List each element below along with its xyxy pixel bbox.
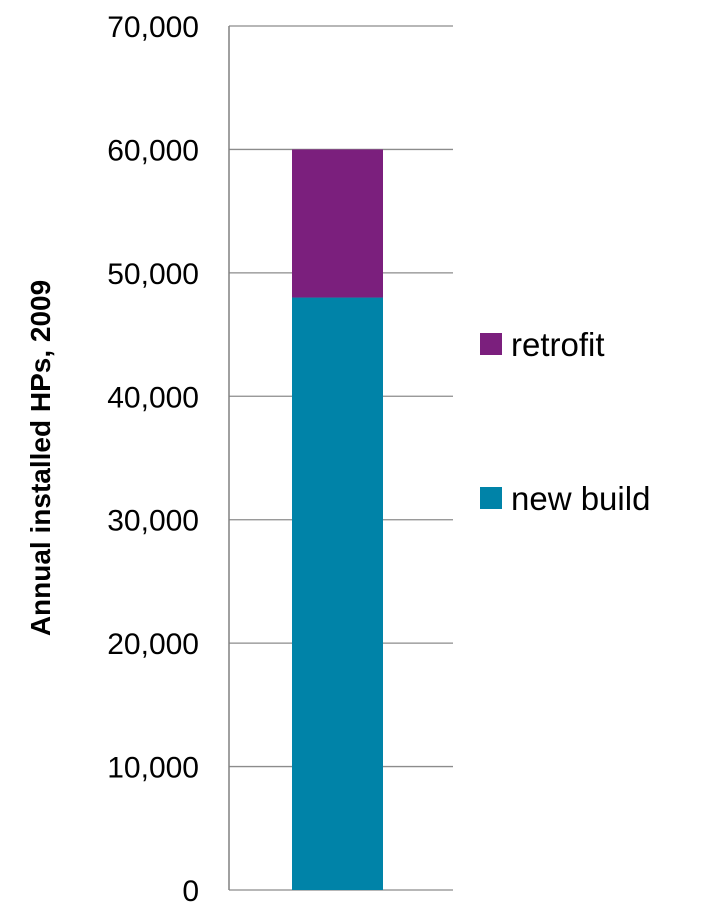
legend-swatch-retrofit	[480, 333, 502, 355]
bar-segment-new-build	[292, 297, 383, 890]
legend-swatch-new-build	[480, 487, 502, 509]
legend-label-retrofit: retrofit	[511, 326, 605, 363]
bar-segment-retrofit	[292, 149, 383, 298]
legend-label-new-build: new build	[511, 480, 650, 517]
y-tick-labels: 0 10,000 20,000 30,000 40,000 50,000 60,000 70,…	[107, 11, 199, 907]
y-tick-label: 20,000	[107, 628, 199, 661]
y-tick-label: 40,000	[107, 381, 199, 414]
legend: retrofit new build	[480, 326, 650, 517]
y-tick-label: 60,000	[107, 134, 199, 167]
bars	[292, 149, 383, 890]
y-tick-label: 30,000	[107, 505, 199, 538]
y-tick-label: 70,000	[107, 11, 199, 44]
y-axis-title: Annual installed HPs, 2009	[25, 280, 56, 636]
y-tick-label: 0	[182, 875, 199, 907]
y-tick-label: 50,000	[107, 258, 199, 291]
y-tick-label: 10,000	[107, 752, 199, 785]
